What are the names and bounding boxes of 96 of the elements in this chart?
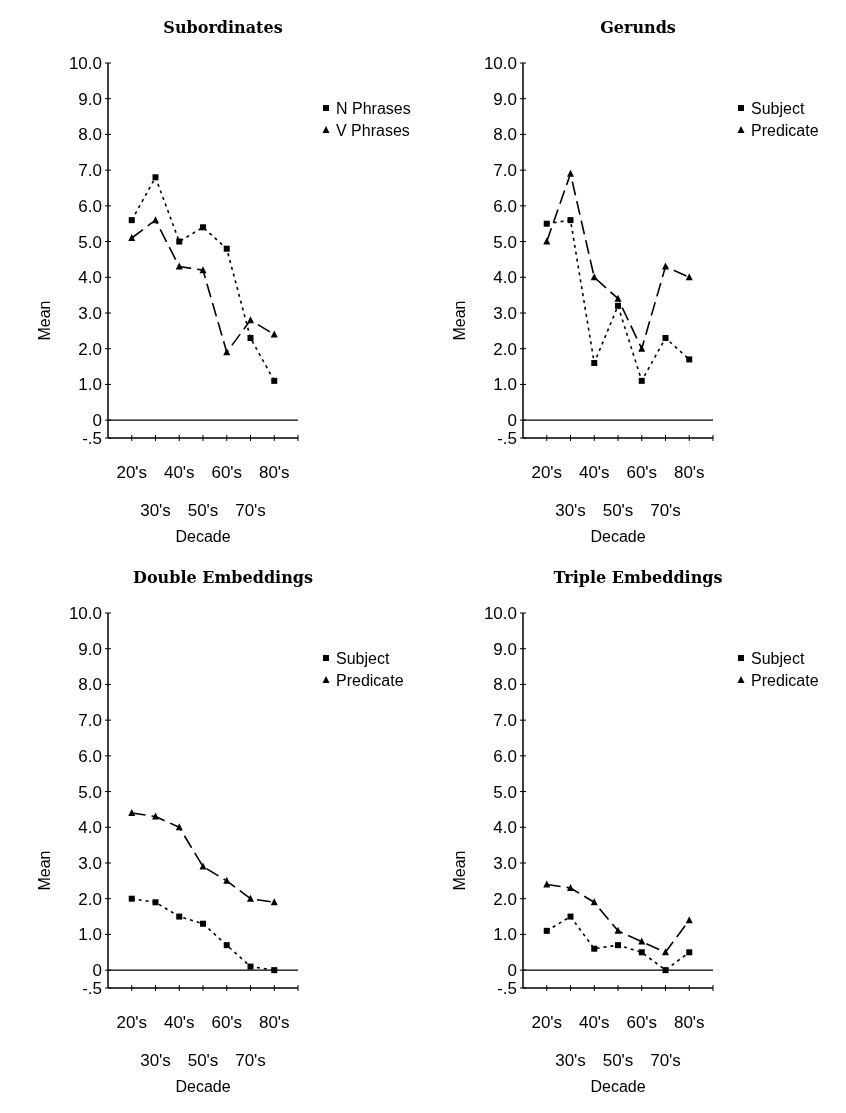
x-tick-label: 60's bbox=[626, 1013, 658, 1032]
x-tick-label: 30's bbox=[555, 501, 586, 520]
y-tick-label: 8.0 bbox=[493, 675, 517, 695]
x-tick-label: 50's bbox=[602, 501, 634, 520]
y-tick-label: 0 bbox=[92, 961, 102, 981]
y-tick-label: -.5 bbox=[82, 428, 102, 448]
y-tick-label: 0 bbox=[507, 961, 517, 981]
y-tick-label: 6.0 bbox=[493, 196, 517, 216]
x-tick-label: 30's bbox=[140, 1051, 171, 1070]
y-tick-label: 10.0 bbox=[68, 53, 102, 73]
y-tick-label: 4.0 bbox=[78, 818, 102, 838]
y-tick-label: 10.0 bbox=[68, 603, 102, 623]
y-tick-label: 7.0 bbox=[78, 161, 102, 181]
x-tick-label: 50's bbox=[187, 1051, 219, 1070]
y-tick-label: 0 bbox=[507, 411, 517, 431]
y-tick-label: -.5 bbox=[497, 428, 517, 448]
y-axis-title: Mean bbox=[451, 850, 468, 891]
legend-label: Subject bbox=[751, 99, 805, 117]
y-tick-label: 9.0 bbox=[78, 89, 102, 109]
x-tick-label: 30's bbox=[140, 501, 171, 520]
y-tick-label: 1.0 bbox=[78, 925, 102, 945]
y-axis-title: Mean bbox=[451, 300, 468, 341]
y-tick-label: 7.0 bbox=[78, 711, 102, 731]
x-tick-label: 50's bbox=[187, 501, 219, 520]
y-tick-label: 4.0 bbox=[493, 818, 517, 838]
x-tick-label: 20's bbox=[116, 463, 148, 482]
x-axis-title: Decade bbox=[175, 1078, 231, 1095]
y-tick-label: 2.0 bbox=[493, 889, 517, 909]
x-tick-label: 80's bbox=[673, 1013, 705, 1032]
legend-label: Subject bbox=[751, 649, 805, 667]
x-tick-label: 70's bbox=[235, 1051, 266, 1070]
y-tick-label: 3.0 bbox=[493, 853, 517, 873]
x-tick-label: 40's bbox=[578, 463, 610, 482]
y-tick-label: 5.0 bbox=[493, 232, 517, 252]
y-tick-label: 1.0 bbox=[493, 925, 517, 945]
x-tick-label: 50's bbox=[602, 1051, 634, 1070]
y-tick-label: 8.0 bbox=[493, 125, 517, 145]
chart-title: Triple Embeddings bbox=[553, 568, 723, 587]
x-tick-label: 70's bbox=[650, 501, 681, 520]
y-axis-title: Mean bbox=[36, 850, 53, 891]
x-tick-label: 30's bbox=[555, 1051, 586, 1070]
x-tick-label: 40's bbox=[163, 463, 195, 482]
legend-label: Subject bbox=[336, 649, 390, 667]
x-tick-label: 20's bbox=[116, 1013, 148, 1032]
y-axis-title: Mean bbox=[36, 300, 53, 341]
x-tick-label: 80's bbox=[258, 463, 290, 482]
legend-label: N Phrases bbox=[336, 99, 411, 117]
x-tick-label: 20's bbox=[531, 1013, 563, 1032]
y-tick-label: 9.0 bbox=[493, 639, 517, 659]
y-tick-label: 5.0 bbox=[78, 232, 102, 252]
x-tick-label: 20's bbox=[531, 463, 563, 482]
legend-label: V Phrases bbox=[336, 121, 410, 139]
x-axis-title: Decade bbox=[590, 528, 646, 545]
x-tick-label: 70's bbox=[235, 501, 266, 520]
y-tick-label: 4.0 bbox=[493, 268, 517, 288]
y-tick-label: 6.0 bbox=[78, 746, 102, 766]
chart-title: Gerunds bbox=[600, 18, 676, 37]
y-tick-label: 3.0 bbox=[78, 303, 102, 323]
y-tick-label: 8.0 bbox=[78, 675, 102, 695]
y-tick-label: 3.0 bbox=[78, 853, 102, 873]
x-tick-label: 60's bbox=[211, 1013, 243, 1032]
y-tick-label: 7.0 bbox=[493, 161, 517, 181]
y-tick-label: 1.0 bbox=[78, 375, 102, 395]
y-tick-label: 5.0 bbox=[78, 782, 102, 802]
y-tick-label: 2.0 bbox=[78, 889, 102, 909]
y-tick-label: 2.0 bbox=[78, 339, 102, 359]
y-tick-label: -.5 bbox=[497, 978, 517, 998]
y-tick-label: 10.0 bbox=[483, 53, 517, 73]
legend-label: Predicate bbox=[751, 671, 819, 689]
legend-label: Predicate bbox=[336, 671, 404, 689]
y-tick-label: -.5 bbox=[82, 978, 102, 998]
x-tick-label: 40's bbox=[578, 1013, 610, 1032]
chart-title: Double Embeddings bbox=[133, 568, 313, 587]
legend-label: Predicate bbox=[751, 121, 819, 139]
x-tick-label: 60's bbox=[211, 463, 243, 482]
x-tick-label: 70's bbox=[650, 1051, 681, 1070]
y-tick-label: 6.0 bbox=[78, 196, 102, 216]
x-axis-title: Decade bbox=[590, 1078, 646, 1095]
x-tick-label: 80's bbox=[258, 1013, 290, 1032]
chart-title: Subordinates bbox=[163, 18, 283, 37]
y-tick-label: 7.0 bbox=[493, 711, 517, 731]
y-tick-label: 5.0 bbox=[493, 782, 517, 802]
y-tick-label: 9.0 bbox=[493, 89, 517, 109]
y-tick-label: 3.0 bbox=[493, 303, 517, 323]
y-tick-label: 2.0 bbox=[493, 339, 517, 359]
y-tick-label: 0 bbox=[92, 411, 102, 431]
x-axis-title: Decade bbox=[175, 528, 231, 545]
y-tick-label: 1.0 bbox=[493, 375, 517, 395]
x-tick-label: 60's bbox=[626, 463, 658, 482]
y-tick-label: 8.0 bbox=[78, 125, 102, 145]
y-tick-label: 4.0 bbox=[78, 268, 102, 288]
x-tick-label: 40's bbox=[163, 1013, 195, 1032]
y-tick-label: 10.0 bbox=[483, 603, 517, 623]
x-tick-label: 80's bbox=[673, 463, 705, 482]
y-tick-label: 6.0 bbox=[493, 746, 517, 766]
y-tick-label: 9.0 bbox=[78, 639, 102, 659]
